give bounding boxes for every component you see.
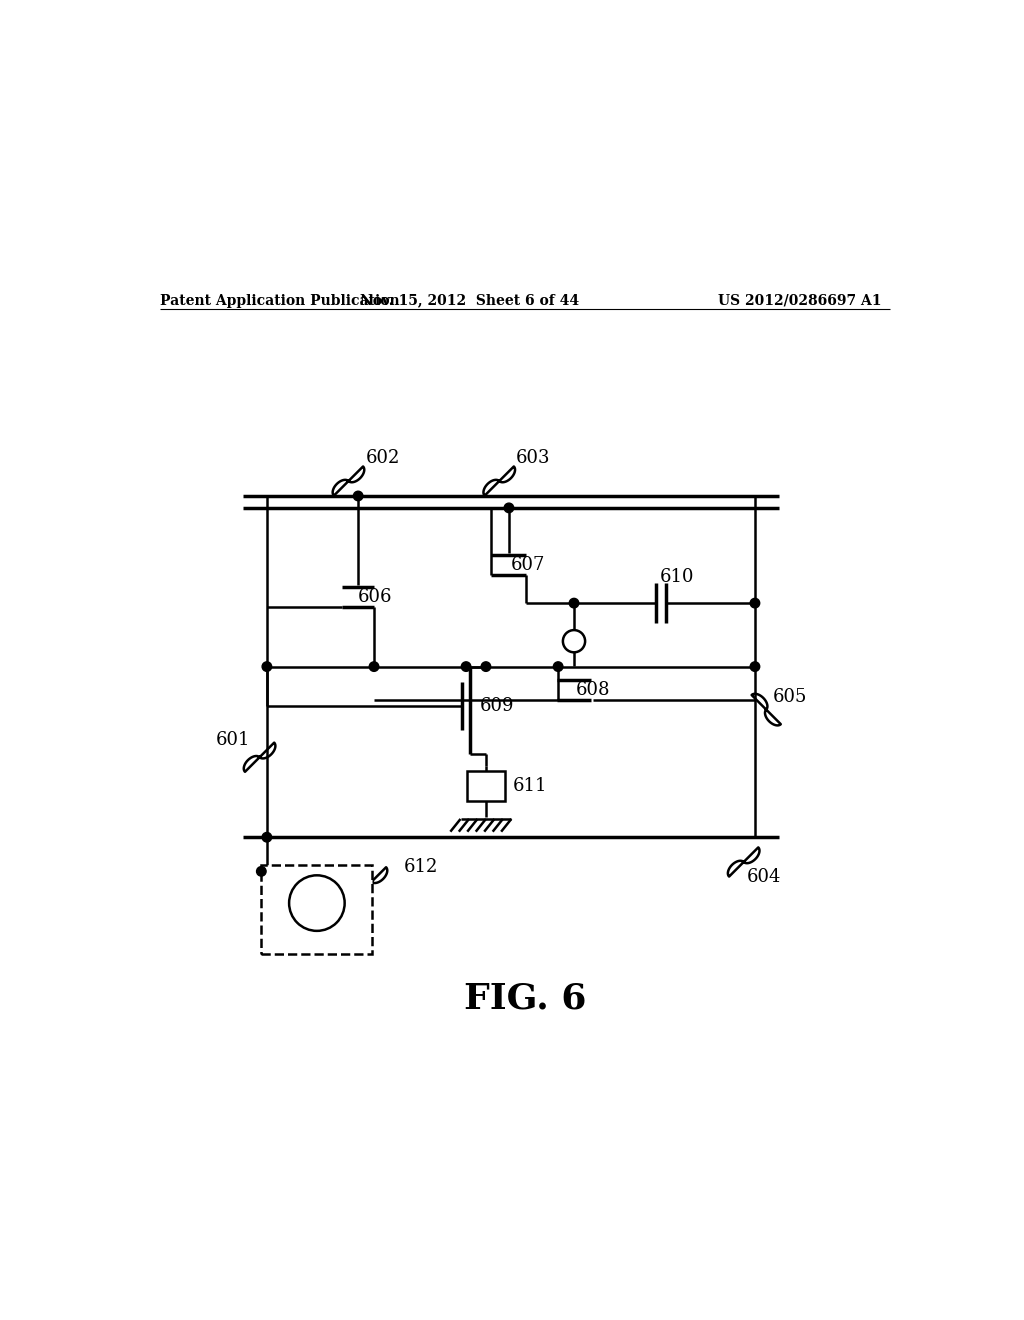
Circle shape bbox=[751, 598, 760, 609]
Text: 604: 604 bbox=[748, 869, 781, 886]
Text: 609: 609 bbox=[479, 697, 514, 715]
Text: FIG. 6: FIG. 6 bbox=[464, 981, 586, 1015]
Circle shape bbox=[370, 661, 379, 672]
Text: 608: 608 bbox=[575, 681, 610, 700]
Text: 601: 601 bbox=[215, 731, 250, 750]
Text: Nov. 15, 2012  Sheet 6 of 44: Nov. 15, 2012 Sheet 6 of 44 bbox=[359, 293, 579, 308]
Bar bbox=[261, 865, 373, 954]
Text: 607: 607 bbox=[511, 557, 545, 574]
Circle shape bbox=[569, 598, 579, 609]
Text: 602: 602 bbox=[367, 449, 400, 467]
Text: 603: 603 bbox=[515, 449, 550, 467]
Text: 611: 611 bbox=[513, 776, 548, 795]
Circle shape bbox=[481, 661, 490, 672]
Text: 606: 606 bbox=[358, 589, 392, 606]
Bar bbox=[467, 771, 505, 801]
Text: US 2012/0286697 A1: US 2012/0286697 A1 bbox=[719, 293, 882, 308]
Circle shape bbox=[504, 503, 514, 512]
Text: 610: 610 bbox=[659, 568, 694, 586]
Circle shape bbox=[553, 661, 563, 672]
Circle shape bbox=[751, 661, 760, 672]
Circle shape bbox=[262, 833, 271, 842]
Text: 605: 605 bbox=[772, 688, 807, 706]
Text: 612: 612 bbox=[404, 858, 438, 875]
Circle shape bbox=[462, 661, 471, 672]
Circle shape bbox=[262, 661, 271, 672]
Circle shape bbox=[257, 867, 266, 876]
Text: Patent Application Publication: Patent Application Publication bbox=[160, 293, 399, 308]
Circle shape bbox=[353, 491, 362, 500]
